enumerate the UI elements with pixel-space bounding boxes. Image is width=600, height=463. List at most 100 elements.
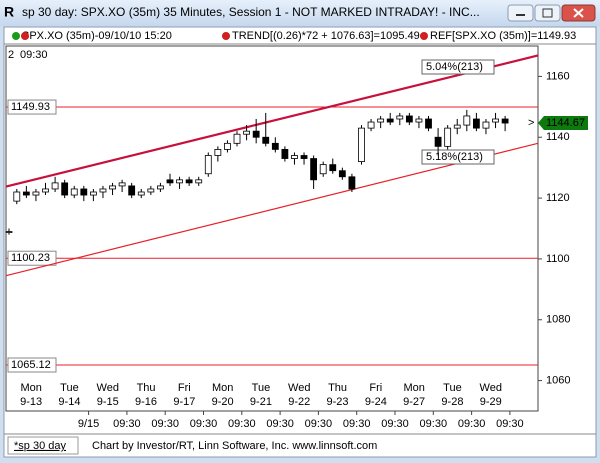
ref-label: 1065.12 xyxy=(11,359,51,371)
app-icon: R xyxy=(4,4,14,20)
candle-body xyxy=(166,179,174,184)
day-label: Fri xyxy=(178,382,191,394)
candle-body xyxy=(176,179,183,184)
date-label: 9-13 xyxy=(20,396,42,408)
date-label: 9-17 xyxy=(173,396,195,408)
candle-body xyxy=(70,188,78,196)
candle-body xyxy=(358,127,365,162)
date-label: 9-21 xyxy=(250,396,272,408)
day-label: Tue xyxy=(60,382,79,394)
time-label: 09:30 xyxy=(458,418,486,430)
day-label: Wed xyxy=(288,382,310,394)
candle-body xyxy=(128,185,136,196)
candle-body xyxy=(396,115,404,120)
title-bar xyxy=(0,0,600,26)
last-price-label: 1144.67 xyxy=(546,117,585,129)
candle-body xyxy=(281,149,289,159)
plot-area xyxy=(5,45,539,412)
day-label: Fri xyxy=(369,382,382,394)
candle-body xyxy=(329,164,337,172)
trendline xyxy=(5,54,539,188)
date-label: 9-16 xyxy=(135,396,157,408)
footer-credit: Chart by Investor/RT, Linn Software, Inc… xyxy=(92,440,377,452)
time-label: 09:30 xyxy=(420,418,448,430)
ref-label: 1149.93 xyxy=(11,101,50,113)
day-label: Mon xyxy=(20,382,41,394)
candle-body xyxy=(5,231,13,233)
day-label: Wed xyxy=(480,382,502,394)
candle-body xyxy=(109,185,116,190)
candle-body xyxy=(386,118,394,123)
date-label: 9-20 xyxy=(212,396,234,408)
y-tick-label: 1160 xyxy=(546,70,570,82)
date-label: 9-23 xyxy=(327,396,349,408)
candle-body xyxy=(51,182,59,190)
maximize-button[interactable] xyxy=(534,4,561,22)
y-tick-label: 1140 xyxy=(546,131,570,143)
y-tick-label: 1100 xyxy=(546,253,570,265)
day-label: Tue xyxy=(443,382,462,394)
candle-body xyxy=(453,124,461,129)
y-tick-label: 1060 xyxy=(546,374,570,386)
maximize-glyph xyxy=(542,8,553,18)
candle-body xyxy=(405,115,413,123)
candle-body xyxy=(252,130,260,138)
day-label: Thu xyxy=(137,382,156,394)
candle-body xyxy=(348,176,356,190)
candle-body xyxy=(262,136,270,144)
candle-body xyxy=(80,188,88,196)
minimize-button[interactable] xyxy=(507,4,534,22)
trendline-label: 5.18%(213) xyxy=(426,151,483,163)
day-label: Mon xyxy=(403,382,424,394)
time-label: 09:30 xyxy=(496,418,524,430)
candle-body xyxy=(42,188,49,193)
time-label: 09:30 xyxy=(113,418,141,430)
last-price-marker xyxy=(538,116,588,131)
candle-body xyxy=(338,170,346,178)
date-label: 9-29 xyxy=(480,396,502,408)
candle-body xyxy=(492,118,499,123)
date-label: 9-24 xyxy=(365,396,387,408)
trendline-label: 5.04%(213) xyxy=(426,61,483,73)
legend-label: REF[SPX.XO (35m)]=1149.93 xyxy=(430,30,576,42)
time-label: 09:30 xyxy=(343,418,371,430)
candle-body xyxy=(13,191,21,202)
candle-body xyxy=(425,118,432,129)
date-label: 9-27 xyxy=(403,396,425,408)
candle-body xyxy=(482,121,490,129)
day-label: Mon xyxy=(212,382,233,394)
candle-body xyxy=(99,188,107,193)
candle-body xyxy=(367,121,375,129)
candle-body xyxy=(291,155,298,159)
footer-tab-label[interactable]: *sp 30 day xyxy=(14,440,66,452)
candle-body xyxy=(118,182,126,187)
ref-label-box xyxy=(7,357,57,373)
candle-body xyxy=(157,185,164,190)
candle-body xyxy=(195,179,203,184)
candle-body xyxy=(444,127,452,147)
footer-tab[interactable] xyxy=(7,436,79,455)
candle-body xyxy=(89,191,97,196)
candle-body xyxy=(310,158,318,181)
legend-icon xyxy=(12,32,20,40)
legend-label: TREND[(0.26)*72 + 1076.63]=1095.49 xyxy=(232,30,420,42)
legend-icon xyxy=(21,32,29,40)
close-glyph xyxy=(573,8,584,18)
legend-icon xyxy=(420,32,428,40)
day-label: Wed xyxy=(97,382,119,394)
candle-body xyxy=(300,155,308,159)
y-tick-label: 1120 xyxy=(546,192,570,204)
candle-body xyxy=(204,155,212,175)
candle-body xyxy=(61,182,69,196)
time-label: 09:30 xyxy=(190,418,218,430)
time-label: 09:30 xyxy=(305,418,333,430)
candle-body xyxy=(224,142,231,150)
time-label: 09:30 xyxy=(266,418,294,430)
date-label: 9-28 xyxy=(441,396,463,408)
candle-body xyxy=(243,130,250,135)
corner-label: 2 xyxy=(8,49,14,61)
trendline-label-box xyxy=(421,59,495,75)
time-label: 09:30 xyxy=(381,418,409,430)
